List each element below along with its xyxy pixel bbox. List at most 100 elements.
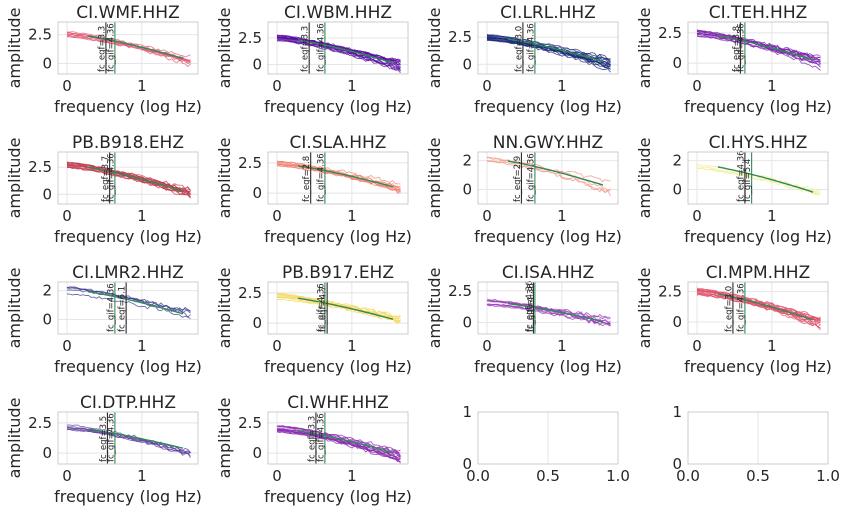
model-fit-line	[87, 166, 184, 192]
x-tick-label: 0	[62, 207, 72, 225]
y-tick-label: 0	[42, 55, 52, 73]
spectrum-trace	[66, 286, 191, 319]
x-tick-label: 0	[272, 207, 282, 225]
fc-gif-label: fc_gif=4.36	[316, 283, 326, 332]
model-fit-line	[507, 302, 604, 323]
spectrum-trace	[276, 296, 401, 322]
spectrum-trace	[66, 427, 191, 453]
model-fit-line	[297, 297, 394, 320]
x-tick-label: 1	[137, 337, 147, 355]
spectrum-trace	[696, 292, 821, 331]
y-tick-label: 0	[252, 444, 262, 462]
y-axis-label: amplitude	[425, 138, 444, 219]
spectrum-trace	[66, 427, 191, 457]
x-tick-label: 1	[137, 467, 147, 485]
spectrum-trace	[486, 33, 611, 61]
subplot-title: CI.WMF.HHZ	[76, 3, 179, 23]
subplot-title: NN.GWY.HHZ	[493, 133, 603, 153]
y-tick-label: 0	[252, 314, 262, 332]
subplot-5: fc_egf=3.7fc_gif=4.36 0 1 0 2.5 PB.B918.EHZ fr…	[5, 133, 202, 246]
y-axis-label: amplitude	[215, 8, 234, 89]
subplot-6: fc_egf=2.8 fc_gif=4.36 0 1 0 2.5 CI.SLA.HHZ fre…	[215, 133, 412, 246]
spectrum-trace	[276, 293, 401, 319]
subplot-14: fc_egf=3.3fc_gif=4.36 0 1 0 2.5 CI.WHF.HHZ fre…	[215, 393, 412, 506]
subplot-1: fc_egf=3.3fc_gif=4.36 0 1 0 2.5 CI.WMF.HHZ fre…	[5, 3, 202, 116]
spectrum-trace	[696, 34, 821, 71]
model-fit-line	[717, 166, 814, 193]
x-axis-label: frequency (log Hz)	[474, 227, 622, 246]
fc-egf-label: fc_egf=3.3	[307, 416, 317, 462]
x-tick-label: 0	[692, 337, 702, 355]
y-tick-label: 0	[42, 444, 52, 462]
y-tick-label: 0	[672, 455, 682, 473]
y-tick-label: 0	[462, 314, 472, 332]
y-tick-label: 2.5	[238, 414, 262, 432]
fc-gif-label: fc_gif=4.36	[106, 283, 116, 332]
spectrum-trace	[276, 425, 401, 456]
spectrum-trace	[696, 30, 821, 63]
y-tick-label: 2.5	[238, 284, 262, 302]
x-axis-label: frequency (log Hz)	[54, 357, 202, 376]
subplot-title: CI.MPM.HHZ	[706, 263, 811, 283]
y-axis-label: amplitude	[635, 138, 654, 219]
subplot-title: CI.SLA.HHZ	[290, 133, 387, 153]
model-fit-line	[717, 34, 814, 61]
spectrum-trace	[276, 430, 401, 459]
axes-frame	[57, 151, 199, 205]
subplot-12: fc_egf=3.0 fc_gif=4.36 0 1 0 2.5 CI.MPM.HHZ fre…	[635, 263, 832, 376]
x-tick-label: 1.0	[816, 467, 840, 485]
model-fit-line	[717, 293, 814, 321]
spectrum-trace	[66, 428, 191, 454]
y-tick-label: 2.5	[658, 24, 682, 42]
y-axis-label: amplitude	[425, 268, 444, 349]
spectrum-trace	[276, 429, 401, 463]
y-tick-label: 2.5	[28, 414, 52, 432]
fc-gif-label: fc_gif=4.36	[106, 153, 116, 202]
fc-egf-label: fc_egf=4.36	[736, 150, 746, 202]
subplot-title: CI.LRL.HHZ	[500, 3, 596, 23]
spectrum-trace	[66, 35, 191, 64]
spectrum-trace	[66, 166, 191, 199]
spectrum-trace	[486, 303, 611, 325]
axes-frame	[267, 151, 409, 205]
x-tick-label: 0.0	[466, 467, 490, 485]
x-tick-label: 0	[62, 337, 72, 355]
fc-gif-label: fc_gif=4.36	[526, 23, 536, 72]
y-tick-label: 2.5	[448, 28, 472, 46]
y-axis-label: amplitude	[215, 398, 234, 479]
fc-egf-label: fc_egf=6.1	[118, 286, 128, 332]
y-axis-label: amplitude	[425, 8, 444, 89]
y-axis-label: amplitude	[5, 138, 24, 219]
spectrum-trace	[486, 160, 611, 197]
y-tick-label: 0	[672, 313, 682, 331]
y-tick-label: 2.5	[28, 26, 52, 44]
x-tick-label: 1	[557, 77, 567, 95]
x-axis-label: frequency (log Hz)	[264, 97, 412, 116]
y-tick-label: 2.5	[238, 29, 262, 47]
subplot-title: CI.LMR2.HHZ	[72, 263, 184, 283]
fc-gif-label: fc_gif=4.36	[736, 283, 746, 332]
subplot-10: fc_egf=4.7fc_gif=4.36 0 1 0 2.5 PB.B917.EHZ fr…	[215, 263, 412, 376]
model-fit-line	[87, 428, 184, 449]
x-axis-label: frequency (log Hz)	[264, 227, 412, 246]
y-tick-label: 0	[252, 184, 262, 202]
fc-gif-label: fc_gif=5.4	[743, 159, 753, 202]
subplot-2: fc_egf=3.3 fc_gif=4.36 0 1 0 2.5 CI.WBM.HHZ fre…	[215, 3, 412, 116]
spectrum-trace	[276, 39, 401, 71]
fc-gif-label: fc_gif=4.36	[526, 153, 536, 202]
fc-gif-label: fc_gif=4.36	[526, 283, 536, 332]
model-fit-line	[297, 430, 394, 454]
x-axis-label: frequency (log Hz)	[474, 97, 622, 116]
spectrum-trace	[486, 304, 611, 327]
fc-egf-label: fc_egf=3.3	[97, 26, 107, 72]
x-axis-label: frequency (log Hz)	[684, 357, 832, 376]
fc-egf-label: fc_egf=4.36	[525, 280, 535, 332]
y-tick-label: 0	[462, 181, 472, 199]
subplot-title: CI.TEH.HHZ	[709, 3, 808, 23]
y-tick-label: 0	[42, 311, 52, 329]
fc-gif-label: fc_gif=4.36	[316, 153, 326, 202]
fc-egf-label: fc_egf=4.7	[319, 286, 329, 332]
axes-frame	[477, 151, 619, 205]
